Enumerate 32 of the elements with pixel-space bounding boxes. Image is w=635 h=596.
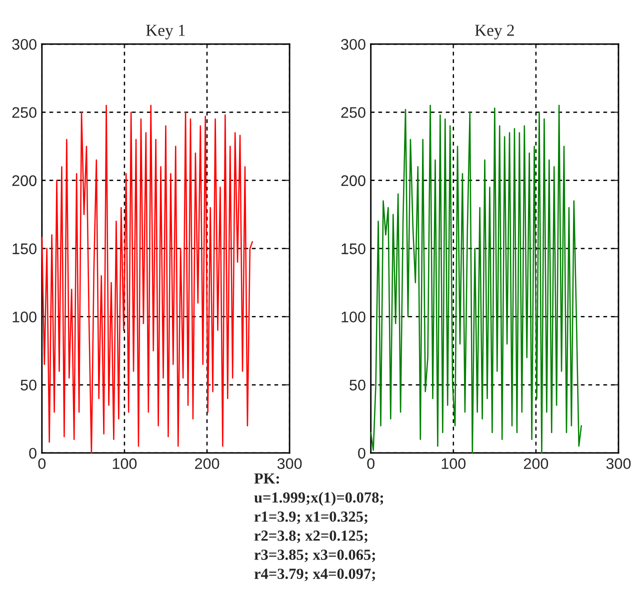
chart-title: Key 1 (146, 24, 185, 40)
y-tick-label: 100 (342, 312, 366, 322)
x-tick-label: 300 (277, 458, 302, 470)
x-tick-label: 200 (524, 458, 548, 470)
text: r1=3.9; x1=0.325; (254, 511, 368, 524)
chart-title: Key 2 (475, 24, 514, 40)
text: u=1.999;x(1)=0.078; (254, 492, 384, 506)
y-tick-label: 200 (12, 175, 36, 186)
line-series (41, 104, 254, 454)
text: r4=3.79; x4=0.097; (254, 568, 375, 582)
line-series (370, 104, 582, 454)
text: r3=3.85; x3=0.065; (254, 550, 375, 562)
y-tick-label: 200 (341, 175, 366, 186)
text: PK: (254, 473, 279, 484)
y-tick-label: 150 (342, 243, 366, 254)
y-tick-label: 0 (29, 448, 36, 459)
x-tick-label: 100 (442, 458, 466, 470)
y-tick-label: 250 (341, 107, 366, 118)
y-tick-label: 300 (12, 38, 36, 50)
y-tick-label: 300 (341, 38, 366, 50)
x-tick-label: 200 (195, 458, 220, 470)
x-tick-label: 100 (112, 458, 137, 470)
y-tick-label: 50 (350, 380, 366, 391)
y-tick-label: 100 (12, 312, 36, 322)
y-tick-label: 250 (12, 107, 36, 118)
text: r2=3.8; x2=0.125; (254, 530, 368, 544)
x-tick-label: 0 (367, 458, 374, 470)
x-tick-label: 0 (38, 458, 46, 470)
y-tick-label: 50 (20, 380, 36, 391)
y-tick-label: 150 (12, 243, 36, 254)
x-tick-label: 300 (606, 458, 631, 470)
y-tick-label: 0 (358, 448, 366, 459)
